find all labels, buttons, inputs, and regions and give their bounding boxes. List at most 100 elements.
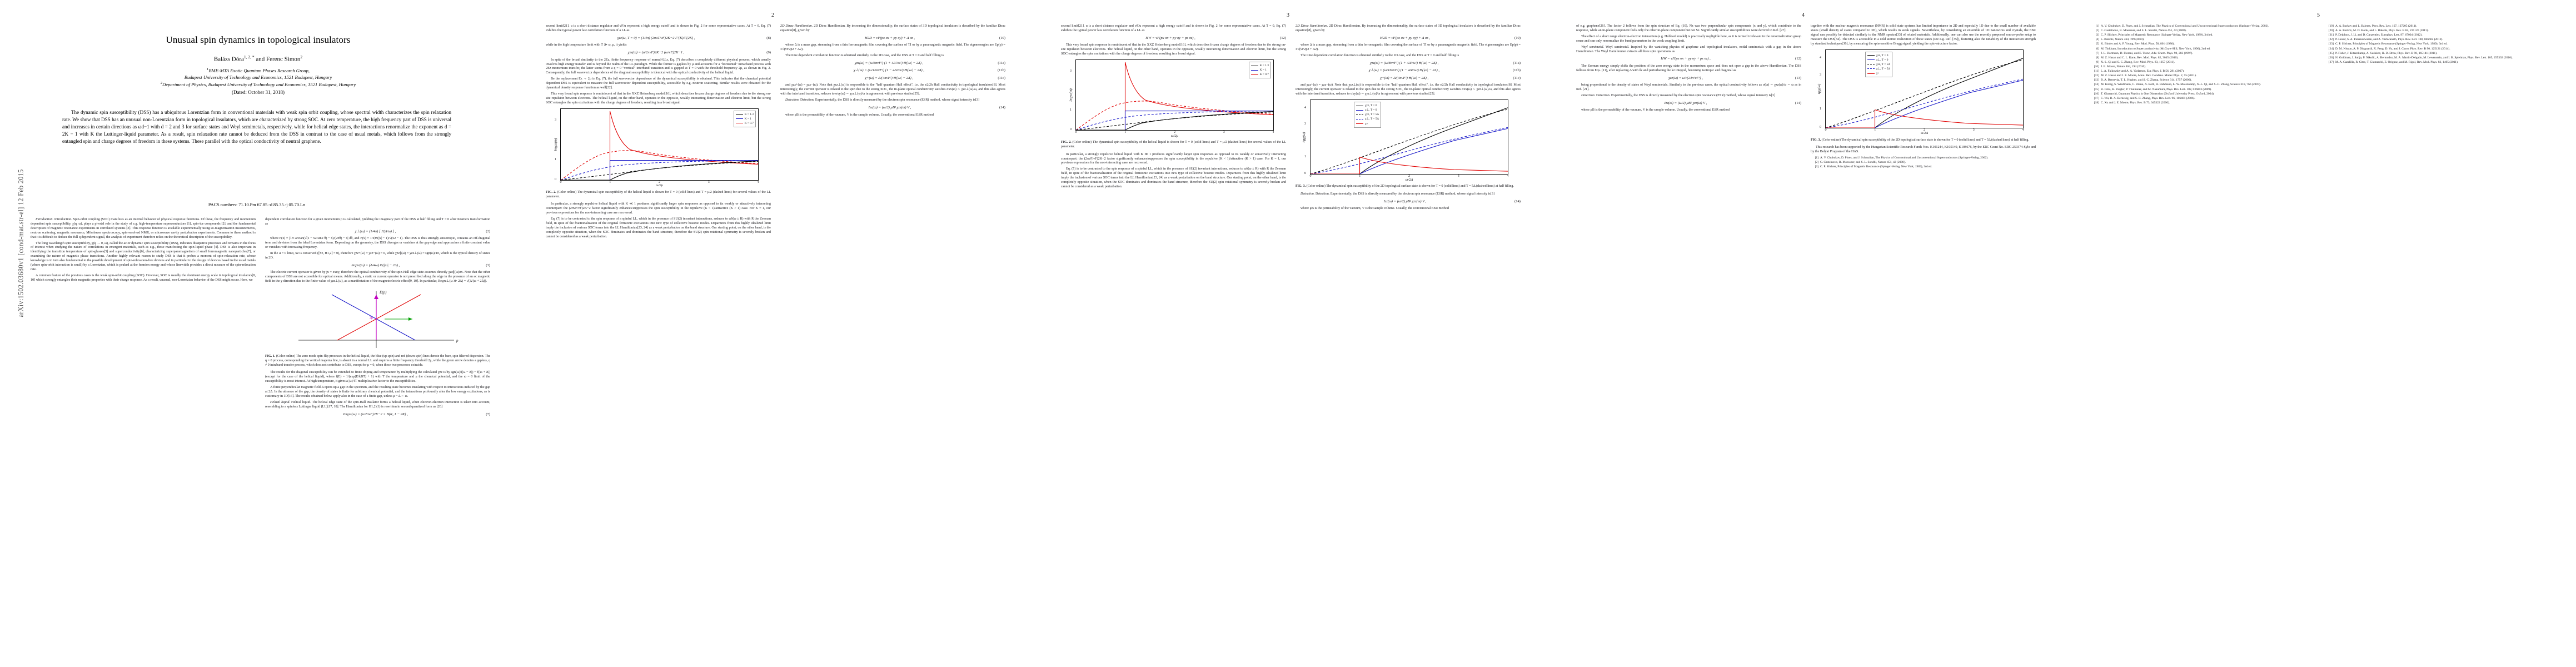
paragraph: second limit[21], u is a short distance … bbox=[1061, 24, 1286, 32]
x-tick: 3 bbox=[707, 181, 710, 185]
equation-14: Izz(ω) = (ω/2) μB² χzz(ω) V , (14) bbox=[1664, 101, 1801, 105]
x-tick: 1 bbox=[1874, 128, 1876, 132]
legend-label: K = 1 bbox=[744, 117, 751, 121]
reference-number: [15] bbox=[2094, 87, 2099, 91]
y-tick: 3 bbox=[555, 118, 556, 122]
legend-item: K = 0.7 bbox=[1250, 72, 1269, 77]
reference-item: [24] D. M. Nisson, A. P. Dioguardi, X. Pe… bbox=[2326, 47, 2551, 51]
reference-number: [27] bbox=[2328, 60, 2334, 64]
reference-item: [18] C. Xu and J. E. Moore, Phys. Rev. B … bbox=[2091, 101, 2316, 105]
x-tick: 3 bbox=[1457, 175, 1459, 178]
paragraph: where μB is the permeability of the vacu… bbox=[1581, 108, 1730, 112]
legend-label: χzz, T = 0 bbox=[1365, 104, 1377, 108]
reference-item: [22] P. Hosur, S. A. Parameswaran, and A.… bbox=[2326, 38, 2551, 42]
figure-1-graphic: E(p) p 2μ bbox=[265, 287, 490, 352]
x-tick: 2 bbox=[1924, 128, 1925, 132]
svg-text:p: p bbox=[456, 339, 459, 343]
reference-text: C. Castelnovo, R. Moessner, and S. L. So… bbox=[2101, 29, 2187, 33]
reference-number: [7] bbox=[2095, 51, 2099, 55]
reference-number: [10] bbox=[2094, 64, 2099, 68]
reference-text: A. V. Chubukov, D. Pines, and J. Schmali… bbox=[1820, 156, 1989, 160]
page-title: Unusual spin dynamics in topological ins… bbox=[166, 34, 351, 45]
reference-item: [11] L. A. Falkovsky and A. A. Varlamov, … bbox=[2091, 69, 2316, 73]
legend-label: χ⊥, T = 0 bbox=[1365, 108, 1377, 112]
reference-text: A. A. Burkov and L. Balents, Phys. Rev. … bbox=[2335, 24, 2417, 28]
equation-11c: χ+(ω) = Δ/(4πvF²) Θ(|ω| − 2Δ) , (11c) bbox=[1380, 76, 1521, 80]
reference-number: [26] bbox=[2328, 56, 2334, 59]
equation-11b: χ⊥(ω) = (ω/16πvF²) (1 − 4Δ²/ω²) Θ(|ω| − … bbox=[1368, 68, 1521, 73]
reference-item: [5] K. Binder and A. P. Young, Rev. Mod. … bbox=[2091, 42, 2316, 46]
page-3: 3 second limit[21], u is a short distanc… bbox=[1030, 0, 1546, 667]
reference-number: [1] bbox=[1815, 156, 1818, 160]
equation-10: H2D = vF(px σx + py σy) + Δ σz , (10) bbox=[1379, 36, 1521, 40]
equation-8: χzz(ω, T = 0) = (1/4π) (2πuT/vF)2K−2 Γ²(… bbox=[617, 36, 771, 40]
reference-item: [23] C. P. Slichter, Principles of Magnet… bbox=[2326, 42, 2551, 46]
figure-3-plot: Imχ(ω) ω/2Δ 0 1 2 3 4 0 1 2 3 4 bbox=[1302, 99, 1509, 182]
reference-text: A. V. Chubukov, D. Pines, and J. Schmali… bbox=[2101, 24, 2269, 28]
reference-list-page4: [1] A. V. Chubukov, D. Pines, and J. Schm… bbox=[1811, 156, 2036, 169]
figure-3b: Imχ(ω) ω/2Δ 0 1 2 3 4 0 1 2 3 4 bbox=[1811, 49, 2036, 143]
y-tick: 1 bbox=[555, 158, 556, 162]
affiliation-1: 1BME-MTA Exotic Quantum Phases Research … bbox=[206, 67, 310, 73]
x-tick: 3 bbox=[1972, 128, 1975, 132]
figure-2-plot: Imχzz(ω) ω/2μ 0 1 2 3 4 0 1 2 3 bbox=[554, 108, 759, 187]
paragraph: A finite perpendicular magnetic field Δ … bbox=[265, 386, 490, 398]
page-4: 4 of e.g. graphene[26]. The factor 2 fol… bbox=[1546, 0, 2061, 667]
legend-swatch bbox=[1250, 69, 1258, 71]
title-block: Unusual spin dynamics in topological ins… bbox=[34, 34, 482, 95]
figure-3-xlabel: ω/2Δ bbox=[1405, 177, 1413, 182]
abstract: The dynamic spin susceptibility (DSS) ha… bbox=[62, 109, 451, 145]
y-tick: 2 bbox=[1304, 138, 1306, 142]
legend-item: K = 1 bbox=[735, 117, 754, 121]
figure-3-curves bbox=[1310, 107, 1508, 175]
paragraph: second limit[21], u is a short distance … bbox=[546, 24, 771, 32]
y-tick: 2 bbox=[1070, 89, 1072, 93]
x-tick: 4 bbox=[2022, 128, 2024, 132]
reference-item: [26] N. Goldman, I. Satija, P. Nikolic, A… bbox=[2326, 56, 2551, 60]
svg-text:E(p): E(p) bbox=[379, 290, 387, 295]
svg-text:2μ: 2μ bbox=[370, 316, 373, 320]
legend-swatch bbox=[1867, 68, 1875, 69]
x-tick: 2 bbox=[1174, 131, 1175, 135]
reference-number: [16] bbox=[2094, 92, 2099, 96]
y-tick: 0 bbox=[555, 177, 556, 181]
reference-number: [2] bbox=[2095, 29, 2099, 33]
reference-text: C. Wu, B. A. Bernevig, and S.-C. Zhang, … bbox=[2101, 96, 2195, 100]
reference-text: M. Tinkham, Introduction to Superconduct… bbox=[2101, 47, 2211, 51]
reference-number: [2] bbox=[1815, 161, 1818, 165]
legend-swatch bbox=[1356, 119, 1364, 120]
y-tick: 1 bbox=[1304, 155, 1306, 158]
reference-text: L. A. Falkovsky and A. A. Varlamov, Eur.… bbox=[2101, 69, 2185, 73]
legend-label: K = 1.3 bbox=[744, 112, 754, 116]
paragraph: where Δ is a mass gap, stemming from a t… bbox=[780, 43, 1005, 52]
author-list: Balázs Dóra1, 2, * and Ferenc Simon2 bbox=[213, 54, 303, 63]
paragraph: The time dependent correlation function … bbox=[1301, 54, 1459, 58]
figure-3b-xlabel: ω/2Δ bbox=[1920, 131, 1929, 136]
equation-10: H2D = vF(px σx + py σy) + Δ σz , (10) bbox=[864, 36, 1005, 40]
figure-3-legend: χzz, T = 0 χ⊥, T = 0 χzz, T = 5Δ χ⊥, T =… bbox=[1354, 102, 1381, 128]
reference-number: [13] bbox=[2094, 78, 2099, 82]
figure-3b-plot: Imχ(ω) ω/2Δ 0 1 2 3 4 0 1 2 3 4 bbox=[1817, 49, 2024, 135]
legend-item: χzz, T = 5Δ bbox=[1356, 112, 1379, 117]
figure-2b: Imχzz(ω) ω/2μ 0 1 2 3 4 0 1 2 3 bbox=[1061, 59, 1286, 150]
figure-2b-caption: FIG. 2. (Color online) The dynamical spi… bbox=[1061, 141, 1287, 148]
reference-text: M. Z. Hasan and C. L. Kane, Rev. Mod. Ph… bbox=[2101, 56, 2179, 59]
equation-11a: χzz(ω) = (ω/8πvF²) (1 + 4Δ²/ω²) Θ(|ω| − … bbox=[1370, 61, 1521, 65]
reference-item: [27] M. A. Cazalilla, R. Citro, T. Giamar… bbox=[2326, 61, 2551, 64]
legend-item: K = 0.7 bbox=[735, 121, 754, 126]
reference-number: [5] bbox=[2095, 42, 2099, 46]
page-number: 3 bbox=[1287, 12, 1289, 18]
x-tick: 2 bbox=[1408, 175, 1410, 178]
paragraph: Detection. Detection. Experimentally, th… bbox=[1301, 192, 1494, 196]
reference-item: [19] A. A. Burkov and L. Balents, Phys. R… bbox=[2326, 24, 2551, 28]
reference-number: [22] bbox=[2328, 38, 2334, 42]
reference-item: [21] P. Delplace, J. Li, and D. Carpentie… bbox=[2326, 33, 2551, 37]
reference-text: B. Dóra, K. Ziegler, P. Thalmeier, and M… bbox=[2101, 87, 2212, 91]
reference-text: A. A. Burkov, M. D. Hook, and L. Balents… bbox=[2335, 29, 2429, 33]
y-tick: 4 bbox=[1820, 56, 1821, 60]
legend-item: K = 1 bbox=[1250, 68, 1269, 72]
legend-item: χ+ bbox=[1867, 71, 1890, 76]
y-tick: 1 bbox=[1820, 107, 1821, 111]
y-tick: 4 bbox=[1304, 106, 1306, 109]
